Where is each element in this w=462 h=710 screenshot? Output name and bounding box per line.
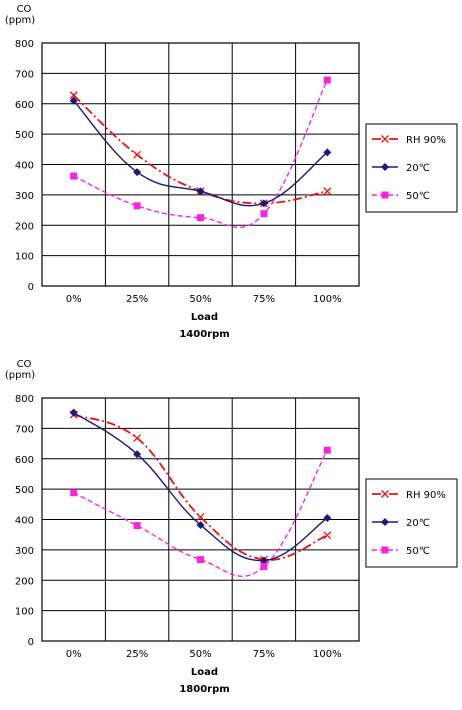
y-axis-title-line: CO (17, 4, 32, 15)
legend-marker (381, 518, 389, 526)
chart-caption: 1800rpm (179, 684, 229, 695)
data-point-marker (197, 214, 204, 222)
y-tick-label: 700 (15, 69, 34, 80)
x-tick-label: 0% (66, 649, 82, 660)
x-tick-label: 0% (66, 294, 82, 305)
y-tick-label: 200 (15, 576, 34, 587)
series-line (73, 79, 328, 229)
legend-marker (381, 163, 389, 171)
data-point-marker (323, 148, 332, 157)
data-point-marker (260, 210, 268, 218)
data-point-marker (323, 187, 332, 196)
data-point-marker (133, 522, 141, 530)
data-point-marker (69, 91, 78, 100)
legend-marker (381, 490, 389, 498)
legend-label: RH 90% (406, 135, 446, 146)
data-point-marker (133, 202, 141, 210)
data-point-marker (196, 187, 205, 196)
legend-marker (381, 546, 389, 554)
plot-area-border (41, 42, 360, 287)
data-point-marker (259, 556, 268, 565)
x-axis-title: Load (191, 667, 218, 678)
series-line (73, 449, 328, 577)
y-axis-title-line: (ppm) (5, 15, 35, 26)
data-point-marker (323, 446, 331, 454)
x-tick-label: 75% (253, 294, 275, 305)
y-tick-label: 700 (15, 424, 34, 435)
data-point-marker (323, 513, 332, 522)
y-tick-label: 100 (15, 252, 34, 263)
series-line (73, 94, 328, 205)
y-tick-label: 400 (15, 516, 34, 527)
data-point-marker (133, 450, 142, 459)
series-square (70, 446, 331, 577)
data-point-marker (70, 172, 78, 180)
y-tick-label: 0 (28, 637, 34, 648)
data-point-marker (196, 520, 205, 529)
data-point-marker (69, 96, 78, 105)
data-point-marker (133, 168, 142, 177)
y-tick-label: 300 (15, 546, 34, 557)
legend-label: RH 90% (406, 490, 446, 501)
legend-label: 20℃ (406, 518, 430, 529)
legend-label: 20℃ (406, 163, 430, 174)
data-point-marker (197, 556, 204, 564)
legend-box (365, 478, 458, 568)
y-tick-label: 400 (15, 161, 34, 172)
y-tick-label: 0 (28, 282, 34, 293)
chart-1800rpm-svg: CO(ppm) 0 100 200 300 400 500 600 700 800 0% 25% 50%… (5, 359, 458, 695)
data-point-marker (323, 531, 332, 540)
y-tick-label: 100 (15, 607, 34, 618)
y-tick-label: 500 (15, 130, 34, 141)
legend: RH 90% 20℃ 50℃ (365, 123, 458, 213)
y-axis-title-line: CO (17, 359, 32, 370)
x-tick-label: 50% (189, 649, 211, 660)
chart-1400rpm: CO (ppm) 0 100 200 300 400 500 600 700 800 0% 25% 50%… (5, 4, 458, 340)
chart-1800rpm: CO (ppm) 0 100 200 300 400 500 600 700 800 0% 25% 50%… (0, 355, 462, 710)
x-tick-label: 25% (126, 294, 148, 305)
data-point-marker (260, 563, 268, 571)
plot-area-border (41, 397, 360, 642)
legend: RH 90% 20℃ 50℃ (365, 478, 458, 568)
data-point-marker (323, 76, 331, 84)
data-point-marker (196, 513, 205, 522)
y-tick-label: 800 (15, 394, 34, 405)
y-tick-label: 600 (15, 100, 34, 111)
x-axis-title: Load (191, 312, 218, 323)
y-tick-label: 300 (15, 191, 34, 202)
series-diamond (69, 96, 332, 208)
x-tick-label: 50% (189, 294, 211, 305)
chart-1400rpm-svg: CO(ppm) 0 100 200 300 400 500 600 700 800 0% 25% 50%… (5, 4, 458, 340)
legend-label: 50℃ (406, 546, 430, 557)
series-diamond (69, 408, 332, 565)
x-tick-label: 100% (313, 649, 342, 660)
legend-box (365, 123, 458, 213)
y-axis-title-line: (ppm) (5, 370, 35, 381)
y-tick-label: 500 (15, 485, 34, 496)
x-tick-label: 25% (126, 649, 148, 660)
legend-marker (381, 135, 389, 143)
chart-caption: 1400rpm (179, 329, 229, 340)
x-tick-label: 100% (313, 294, 342, 305)
x-tick-label: 75% (253, 649, 275, 660)
data-point-marker (69, 408, 78, 417)
series-line (73, 411, 328, 562)
y-tick-label: 800 (15, 39, 34, 50)
legend-marker (381, 191, 389, 199)
series-square (70, 76, 331, 229)
y-tick-label: 200 (15, 221, 34, 232)
data-point-marker (70, 489, 78, 497)
series-line (73, 413, 328, 561)
data-point-marker (133, 150, 142, 159)
y-tick-label: 600 (15, 455, 34, 466)
data-point-marker (133, 434, 142, 443)
data-point-marker (259, 199, 268, 208)
legend-label: 50℃ (406, 191, 430, 202)
